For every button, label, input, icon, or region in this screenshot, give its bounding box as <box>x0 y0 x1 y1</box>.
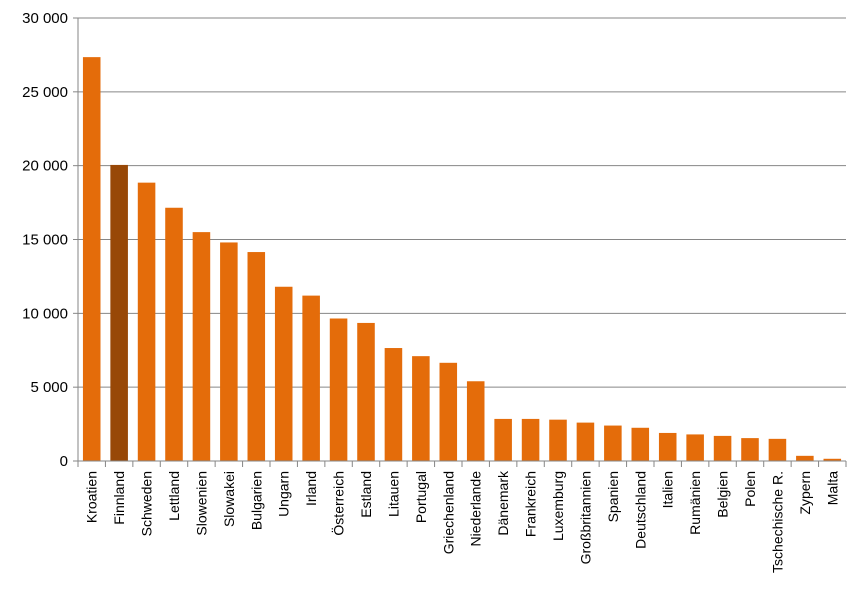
bar <box>384 348 403 461</box>
bar <box>796 455 814 461</box>
x-tick-label: Kroatien <box>84 471 100 523</box>
bar <box>549 419 567 461</box>
bar <box>192 232 211 461</box>
x-tick-label: Slowakei <box>221 471 237 527</box>
x-tick-label: Griechenland <box>440 471 456 554</box>
bar <box>220 242 238 461</box>
y-tick-label: 10 000 <box>22 305 68 322</box>
x-tick-label: Portugal <box>413 471 429 523</box>
bar <box>741 438 759 461</box>
x-tick-label: Schweden <box>139 471 155 536</box>
x-tick-label: Frankreich <box>523 471 539 537</box>
x-tick-label: Bulgarien <box>248 471 264 530</box>
bar <box>439 362 458 461</box>
bar <box>302 295 320 461</box>
axes <box>73 17 847 467</box>
x-tick-label: Slowenien <box>193 471 209 536</box>
bar <box>110 164 128 461</box>
x-axis-category-labels: Kroatien Finnland Schweden Lettland Slowenie… <box>84 470 841 573</box>
bar <box>686 434 704 461</box>
bar <box>658 432 677 461</box>
y-tick-label: 25 000 <box>22 84 68 101</box>
bar <box>576 422 595 461</box>
bar <box>494 418 512 461</box>
x-tick-label: Irland <box>303 471 319 506</box>
x-tick-label: Litauen <box>385 471 401 517</box>
x-tick-label: Spanien <box>605 471 621 522</box>
x-tick-label: Österreich <box>330 471 347 536</box>
x-tick-label: Finnland <box>111 471 127 525</box>
x-tick-label: Rumänien <box>687 471 703 535</box>
bar <box>412 356 430 461</box>
x-tick-label: Deutschland <box>632 471 648 549</box>
x-tick-label: Belgien <box>715 471 731 518</box>
bar <box>823 458 842 461</box>
x-tick-label: Niederlande <box>468 471 484 547</box>
bar <box>713 435 732 461</box>
bar <box>357 322 375 461</box>
x-tick-label: Lettland <box>166 471 182 521</box>
bar <box>165 207 183 461</box>
x-tick-label: Dänemark <box>495 470 511 536</box>
x-tick-label: Tschechische R. <box>769 471 785 573</box>
y-tick-label: 5 000 <box>30 379 68 396</box>
x-tick-label: Zypern <box>797 471 813 515</box>
x-tick-label: Malta <box>824 471 840 505</box>
bar <box>137 182 156 462</box>
bar <box>631 427 650 461</box>
x-tick-label: Luxemburg <box>550 471 566 541</box>
x-tick-label: Großbritannien <box>577 471 593 564</box>
x-tick-label: Estland <box>358 471 374 518</box>
y-tick-label: 15 000 <box>22 232 68 249</box>
x-tick-label: Ungarn <box>276 471 292 517</box>
bar <box>521 418 540 461</box>
bar <box>466 381 485 461</box>
bar <box>82 57 101 462</box>
y-tick-label: 20 000 <box>22 158 68 175</box>
bar <box>329 318 348 461</box>
x-tick-label: Italien <box>660 471 676 508</box>
bar <box>604 425 622 461</box>
y-tick-label: 30 000 <box>22 10 68 27</box>
bar <box>247 252 266 461</box>
bar <box>768 438 787 461</box>
y-tick-label: 0 <box>60 453 68 470</box>
bar <box>274 286 293 461</box>
y-axis-tick-labels: 0 5 000 10 000 15 000 20 000 25 000 30 000 <box>22 10 68 470</box>
x-tick-label: Polen <box>742 471 758 507</box>
bars <box>82 57 842 462</box>
